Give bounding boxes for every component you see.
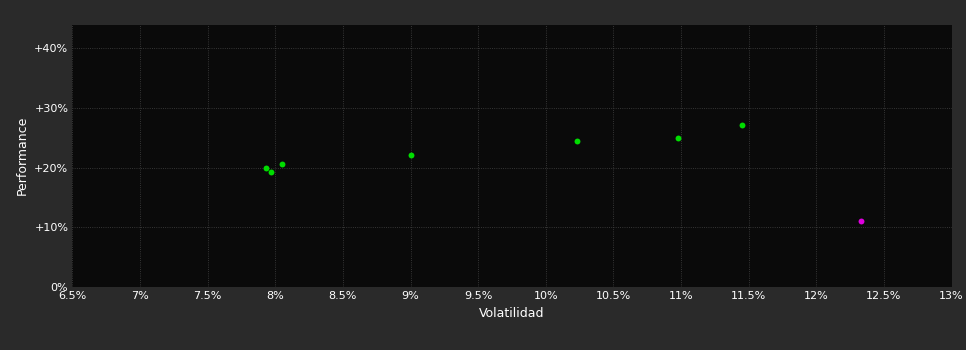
Point	[403, 152, 418, 158]
Point	[853, 218, 868, 224]
Point	[569, 138, 584, 144]
Point	[670, 135, 686, 141]
Y-axis label: Performance: Performance	[15, 116, 29, 195]
Point	[734, 122, 750, 127]
X-axis label: Volatilidad: Volatilidad	[479, 307, 545, 320]
Point	[264, 169, 279, 175]
Point	[274, 161, 290, 166]
Point	[258, 165, 273, 170]
